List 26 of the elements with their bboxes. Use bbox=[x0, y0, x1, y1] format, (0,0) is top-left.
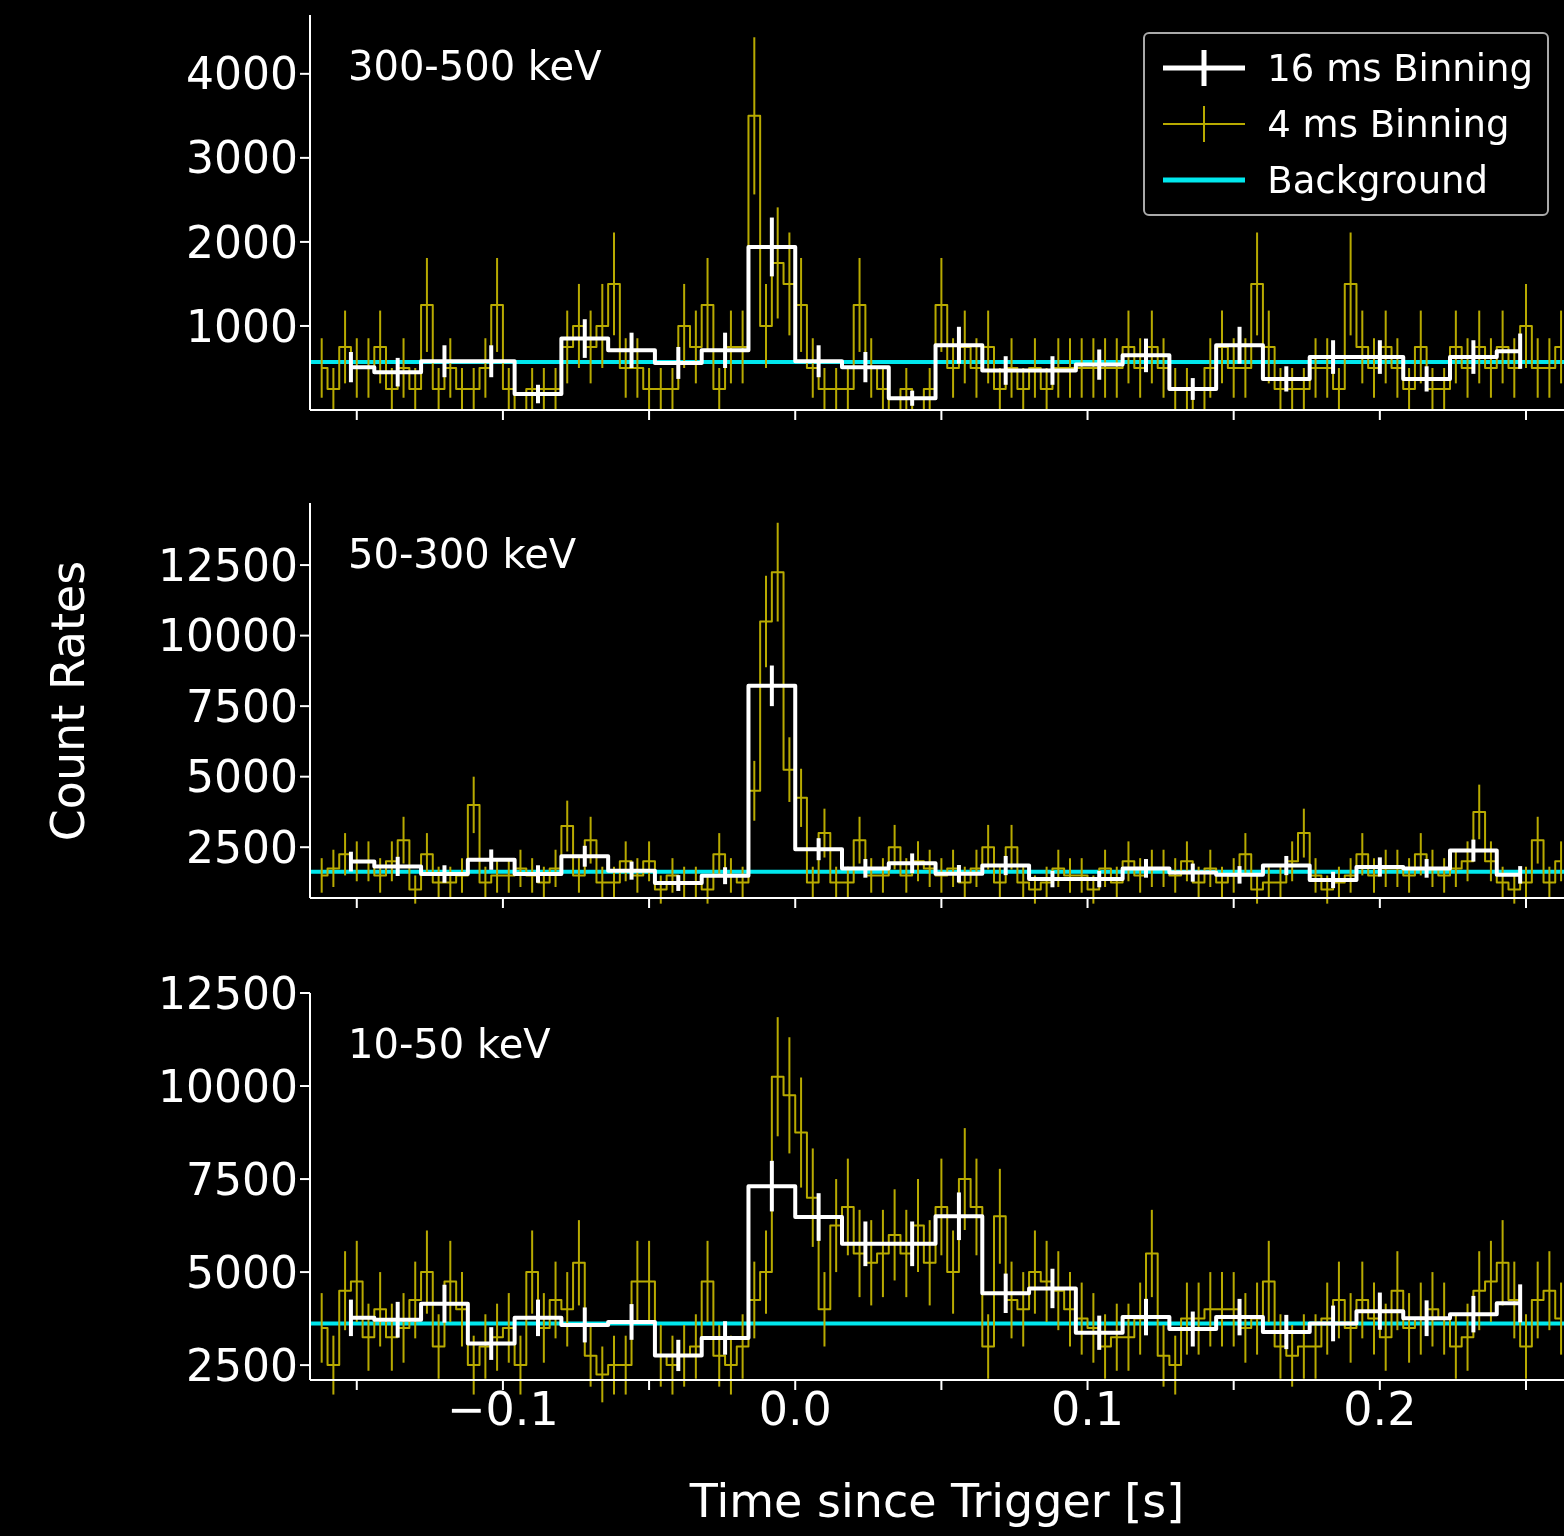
x-tick-label: −0.1 bbox=[447, 1381, 559, 1436]
y-tick-label: 2500 bbox=[186, 821, 298, 873]
x-tick-label: 0.0 bbox=[758, 1381, 832, 1436]
x-tick-label: 0.2 bbox=[1343, 1381, 1417, 1436]
legend-label: 4 ms Binning bbox=[1267, 102, 1510, 146]
y-tick-label: 2000 bbox=[186, 216, 298, 268]
y-tick-label: 1000 bbox=[186, 300, 298, 352]
y-tick-label: 10000 bbox=[158, 1060, 298, 1112]
annotation: 300-500 keV bbox=[348, 43, 602, 89]
y-tick-label: 7500 bbox=[186, 680, 298, 732]
annotation: 10-50 keV bbox=[348, 1021, 551, 1067]
x-tick-label: 0.1 bbox=[1050, 1381, 1125, 1436]
legend-label: Background bbox=[1267, 158, 1489, 202]
legend-label: 16 ms Binning bbox=[1267, 46, 1533, 90]
y-axis-title: Count Rates bbox=[41, 560, 95, 841]
y-tick-label: 5000 bbox=[186, 1246, 298, 1298]
x-axis-title: Time since Trigger [s] bbox=[689, 1474, 1185, 1528]
y-tick-label: 5000 bbox=[186, 751, 298, 803]
y-tick-label: 12500 bbox=[158, 539, 298, 591]
y-tick-label: 7500 bbox=[186, 1153, 298, 1205]
y-tick-label: 10000 bbox=[158, 610, 298, 662]
y-tick-label: 4000 bbox=[186, 48, 298, 100]
annotation: 50-300 keV bbox=[348, 531, 577, 577]
y-tick-label: 3000 bbox=[186, 132, 298, 184]
y-tick-label: 2500 bbox=[186, 1339, 298, 1391]
y-tick-label: 12500 bbox=[158, 967, 298, 1019]
